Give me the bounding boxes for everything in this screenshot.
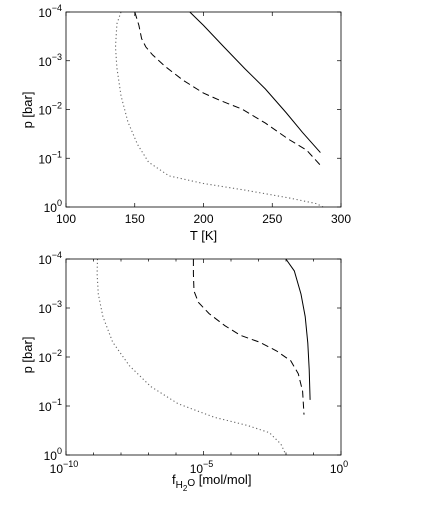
series-dotted-line: [96, 258, 287, 456]
x-tick-label: 150: [125, 212, 145, 226]
series-solid-line: [285, 258, 311, 400]
x-tick-label: 10−10: [50, 459, 79, 476]
plot-frame: [65, 11, 342, 208]
y-tick-label: 10−2: [38, 348, 62, 365]
y-tick-label: 10−4: [38, 250, 62, 267]
series-solid-line: [189, 11, 321, 153]
x-tick-label: 100: [330, 459, 348, 476]
x-axis-label: fH2O [mol/mol]: [172, 472, 251, 493]
series-dotted-line: [114, 11, 324, 208]
y-tick-label: 10−3: [38, 52, 62, 69]
series-dashed-line: [192, 259, 305, 415]
chart-panel-2: 10−10 10−5 100 10−4 10−3 10−2 10−1 100 fH2O [mol…: [20, 250, 348, 493]
chart-panel-1: 100 150 200 250 300 10−4 10−3 10−2 10−1 100 T [K] p…: [20, 3, 351, 243]
x-tick-label: 200: [193, 212, 213, 226]
x-tick-label: 10−5: [190, 459, 214, 476]
x-axis-label: T [K]: [190, 228, 217, 243]
x-tick-label: 100: [56, 212, 76, 226]
y-tick-label: 100: [44, 198, 62, 215]
y-tick-label: 10−1: [38, 149, 62, 166]
series-dashed-line: [134, 11, 323, 168]
y-tick-label: 100: [44, 446, 62, 463]
x-tick-label: 250: [262, 212, 282, 226]
y-tick-label: 10−2: [38, 101, 62, 118]
y-axis-label: p [bar]: [20, 337, 35, 374]
y-tick-label: 10−3: [38, 299, 62, 316]
y-axis-label: p [bar]: [20, 92, 35, 129]
y-tick-label: 10−1: [38, 397, 62, 414]
y-tick-label: 10−4: [38, 3, 62, 20]
x-tick-label: 300: [331, 212, 351, 226]
